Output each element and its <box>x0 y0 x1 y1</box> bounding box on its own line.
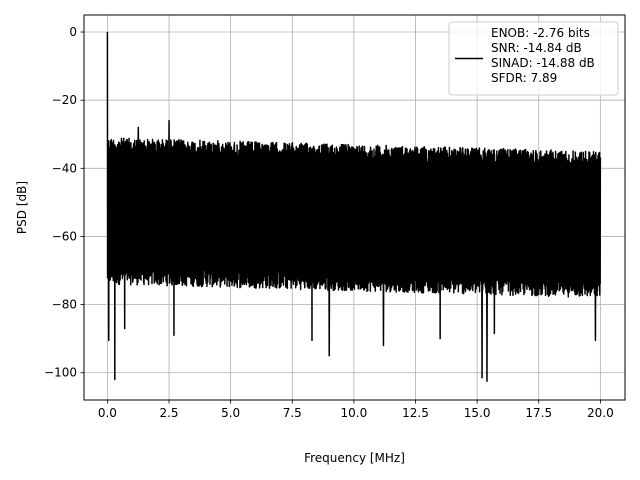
x-axis-label: Frequency [MHz] <box>304 451 405 465</box>
legend-sfdr: SFDR: 7.89 <box>491 71 557 85</box>
x-tick-label: 12.5 <box>402 406 429 420</box>
psd-series-line <box>106 32 602 383</box>
plot-frame <box>83 14 626 401</box>
x-tick-label: 7.5 <box>283 406 302 420</box>
x-tick-label: 15.0 <box>464 406 491 420</box>
psd-trace <box>106 32 602 383</box>
x-tick-label: 10.0 <box>341 406 368 420</box>
y-tick-label: −100 <box>44 366 77 380</box>
x-tick-label: 2.5 <box>159 406 178 420</box>
y-axis-ticks: 0 −20 −40 −60 −80 −100 <box>44 25 84 380</box>
legend-enob: ENOB: -2.76 bits <box>491 26 590 40</box>
x-tick-label: 17.5 <box>525 406 552 420</box>
legend: ENOB: -2.76 bits SNR: -14.84 dB SINAD: -… <box>448 21 619 96</box>
x-tick-label: 5.0 <box>221 406 240 420</box>
y-tick-label: −60 <box>52 229 77 243</box>
y-axis-label: PSD [dB] <box>15 181 29 234</box>
legend-box <box>448 21 619 96</box>
y-tick-label: −40 <box>52 161 77 175</box>
x-tick-label: 20.0 <box>587 406 614 420</box>
y-tick-label: 0 <box>69 25 77 39</box>
legend-sinad: SINAD: -14.88 dB <box>491 56 595 70</box>
y-tick-label: −80 <box>52 298 77 312</box>
x-axis-ticks: 0.0 2.5 5.0 7.5 10.0 12.5 15.0 17.5 20.0 <box>98 400 614 420</box>
y-tick-label: −20 <box>52 93 77 107</box>
x-tick-label: 0.0 <box>98 406 117 420</box>
legend-snr: SNR: -14.84 dB <box>491 41 582 55</box>
